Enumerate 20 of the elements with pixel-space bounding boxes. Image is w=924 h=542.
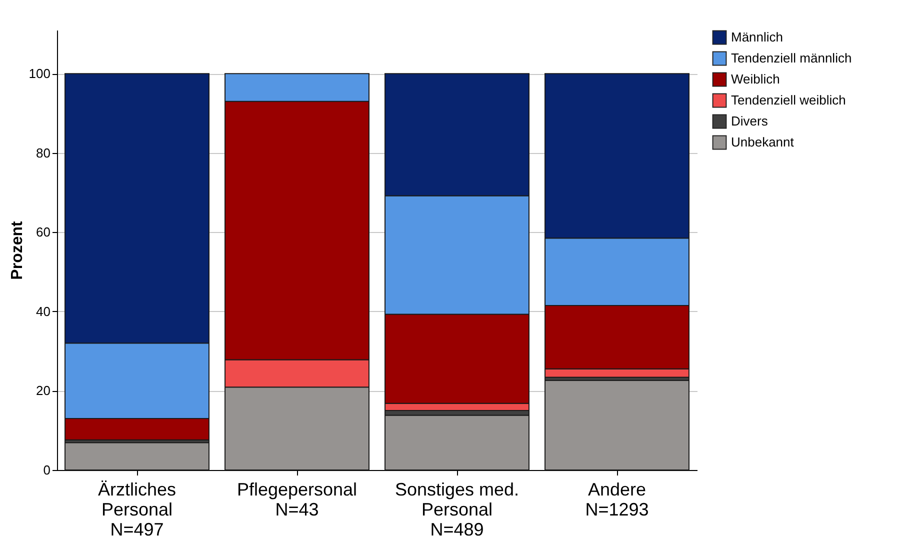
y-tick-label: 80 (36, 145, 50, 160)
y-tick-label: 20 (36, 383, 50, 398)
legend-label: Tendenziell weiblich (731, 92, 846, 108)
x-tick-label: Andere N=1293 (585, 480, 649, 520)
x-tick-label: Sonstiges med. Personal N=489 (394, 480, 520, 540)
legend-label: Männlich (731, 30, 784, 44)
x-tick-label: Ärztliches Personal N=497 (98, 480, 176, 540)
legend-label: Divers (731, 114, 768, 128)
x-tick-label: Pflegepersonal N=43 (236, 480, 358, 520)
bar (544, 380, 690, 470)
y-tick-label: 60 (36, 224, 50, 240)
y-tick-label: 0 (43, 462, 50, 478)
y-axis-title: Prozent (8, 220, 26, 280)
legend-label: Unbekannt (731, 134, 794, 150)
bar (64, 442, 210, 470)
legend-label: Weiblich (731, 72, 780, 86)
y-tick-label: 100 (28, 66, 50, 82)
legend-label: Tendenziell männlich (731, 50, 852, 66)
y-tick-label: 40 (36, 304, 50, 319)
bar (384, 414, 530, 470)
